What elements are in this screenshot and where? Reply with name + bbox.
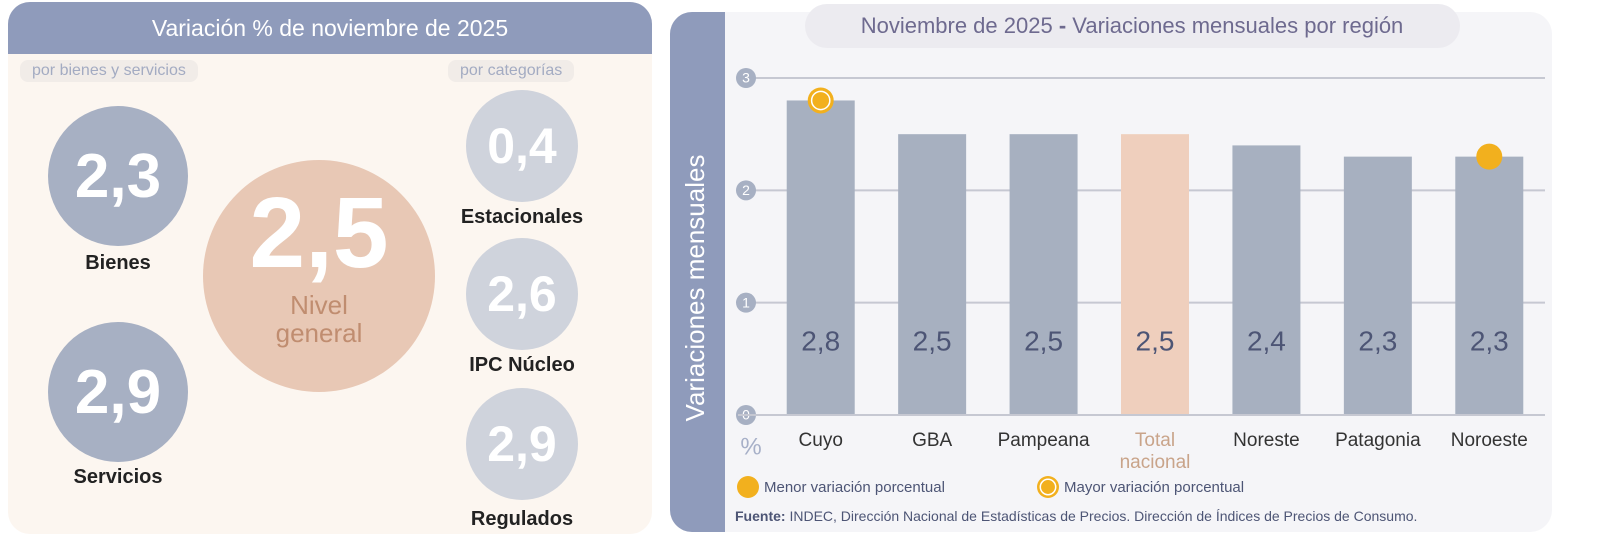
title-sep: - <box>1059 13 1066 38</box>
title-date: Noviembre de 2025 <box>861 13 1053 38</box>
bar <box>898 134 967 415</box>
circle-label: Bienes <box>85 252 151 274</box>
x-tick-label: Noroeste <box>1451 430 1528 451</box>
general-circle: 2,5 Nivel general <box>203 160 435 392</box>
chart-title: Noviembre de 2025 - Variaciones mensuale… <box>861 13 1404 38</box>
legend-label: Menor variación porcentual <box>764 479 945 496</box>
side-strip <box>670 12 725 532</box>
y-axis-label: Variaciones mensuales <box>680 155 710 422</box>
value-label: 2,5 <box>913 325 952 356</box>
source-text: INDEC, Dirección Nacional de Estadística… <box>789 508 1417 524</box>
value-circle: 2,3 <box>48 106 188 246</box>
x-tick-label: Patagonia <box>1335 430 1421 451</box>
bar <box>1343 156 1412 415</box>
x-tick-label: Noreste <box>1233 430 1300 451</box>
value-circle: 0,4 <box>466 90 578 202</box>
bar <box>1009 134 1078 415</box>
y-tick-label: 1 <box>742 294 750 310</box>
title-pill <box>805 4 1460 48</box>
marker <box>1476 143 1503 170</box>
x-tick-label: Cuyo <box>799 430 843 451</box>
value-circle: 2,9 <box>466 388 578 500</box>
tick-dot <box>736 180 756 201</box>
bar <box>786 100 855 415</box>
value-label: 2,3 <box>1470 325 1509 356</box>
value-label: 2,8 <box>801 325 840 356</box>
source-label: Fuente: <box>735 508 786 524</box>
x-tick-label: Pampeana <box>998 430 1090 451</box>
marker-ring <box>1039 478 1057 496</box>
marker-ring <box>810 90 831 111</box>
y-tick-label: 3 <box>742 70 750 86</box>
value-label: 2,3 <box>1358 325 1397 356</box>
legend-label: Mayor variación porcentual <box>1064 479 1244 496</box>
general-label: Nivel general <box>275 289 363 348</box>
value-label: 2,5 <box>1136 325 1175 356</box>
tick-dot <box>736 68 756 88</box>
value-circle: 2,6 <box>466 238 578 350</box>
tag: por categorías <box>448 60 575 82</box>
tag: por bienes y servicios <box>20 60 198 82</box>
source: Fuente: INDEC, Dirección Nacional de Est… <box>735 508 1417 524</box>
circle-label: Servicios <box>73 466 163 488</box>
value-circle: 2,9 <box>48 322 188 462</box>
marker <box>737 476 759 498</box>
value-label: 2,4 <box>1247 325 1286 356</box>
bar <box>1121 134 1189 415</box>
tick-dot <box>736 292 756 313</box>
bar <box>1232 145 1301 415</box>
title-main: Variaciones mensuales por región <box>1072 13 1403 38</box>
circle-label: IPC Núcleo <box>469 354 575 376</box>
bar <box>1455 156 1524 415</box>
circle-label: Estacionales <box>460 206 584 228</box>
panel-title: Variación % de noviembre de 2025 <box>8 2 652 54</box>
x-tick-label: Total nacional <box>1120 430 1191 473</box>
value-label: 2,5 <box>1024 325 1063 356</box>
y-tick-label: 2 <box>742 182 750 198</box>
general-value: 2,5 <box>249 176 389 289</box>
summary-panel: Variación % de noviembre de 2025 por bie… <box>8 2 652 534</box>
x-tick-label: GBA <box>912 430 952 451</box>
circle-label: Regulados <box>470 508 574 530</box>
unit-label: % <box>740 433 761 460</box>
